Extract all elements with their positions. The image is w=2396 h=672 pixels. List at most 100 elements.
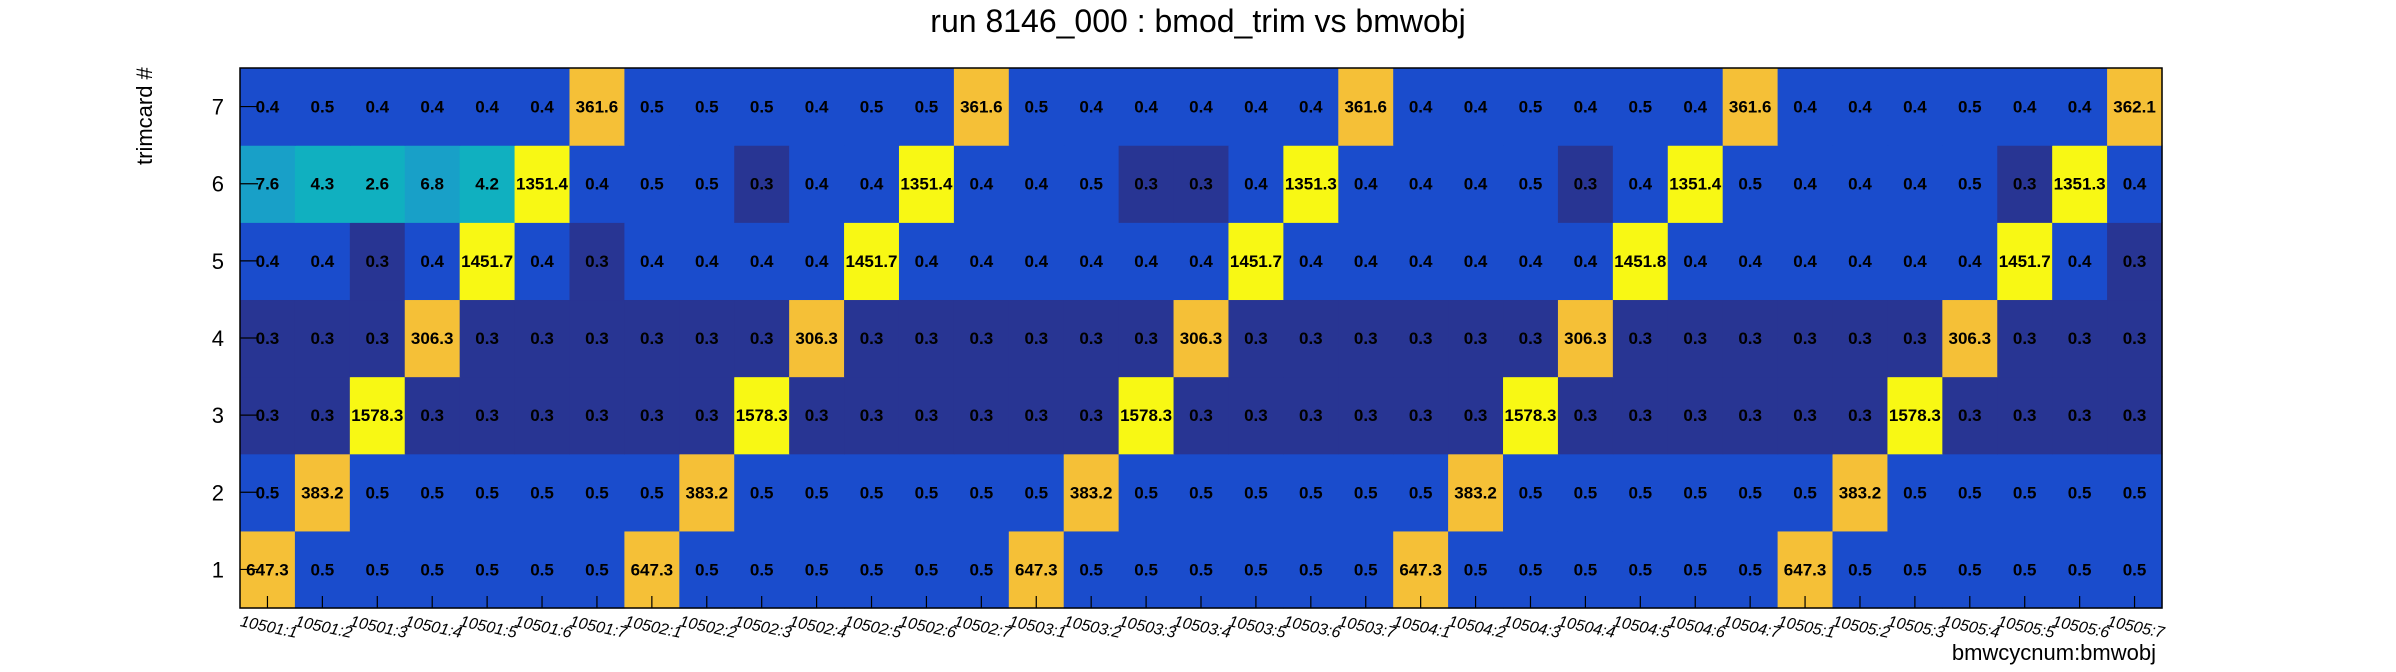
heatmap-cell (1283, 68, 1339, 146)
cell-value-label: 0.3 (256, 406, 280, 425)
cell-value-label: 0.4 (1464, 252, 1488, 271)
cell-value-label: 0.5 (1574, 483, 1598, 502)
heatmap-cell (1722, 145, 1779, 223)
cell-value-label: 0.5 (970, 483, 994, 502)
heatmap-cell (789, 145, 845, 223)
heatmap-cell (1063, 530, 1120, 609)
x-axis-title: bmwcycnum:bmwobj (1952, 640, 2156, 665)
cell-value-label: 0.3 (1464, 406, 1488, 425)
chart-title: run 8146_000 : bmod_trim vs bmwobj (930, 3, 1465, 39)
heatmap-cell (679, 145, 735, 223)
cell-value-label: 0.3 (2068, 329, 2092, 348)
cell-value-label: 1451.8 (1614, 252, 1666, 271)
x-tick-label: 10504:4 (1557, 613, 1617, 642)
heatmap-cell (1283, 145, 1339, 223)
cell-value-label: 0.3 (1574, 175, 1598, 194)
heatmap-cell (2107, 68, 2163, 146)
heatmap-cell (459, 222, 516, 301)
x-tick-label: 10505:6 (2051, 613, 2111, 642)
x-tick-label: 10503:6 (1282, 613, 1342, 642)
cell-value-label: 0.3 (365, 252, 389, 271)
cell-value-label: 0.4 (1409, 252, 1433, 271)
cell-value-label: 0.3 (1299, 329, 1323, 348)
cell-value-label: 0.5 (256, 483, 280, 502)
cell-value-label: 0.5 (1024, 483, 1048, 502)
x-tick-label: 10501:6 (513, 613, 573, 642)
heatmap-cell (569, 376, 625, 455)
cell-value-label: 1578.3 (1889, 406, 1941, 425)
heatmap-cell (2107, 145, 2163, 223)
cell-value-label: 0.5 (1738, 483, 1762, 502)
heatmap-cell (459, 376, 516, 455)
heatmap-cell (514, 299, 571, 378)
heatmap-cell (898, 530, 955, 609)
cell-value-label: 1578.3 (736, 406, 788, 425)
heatmap-cell (404, 222, 461, 301)
cell-value-label: 0.4 (1903, 175, 1927, 194)
cell-value-label: 0.3 (860, 329, 884, 348)
heatmap-cell (1832, 530, 1889, 609)
heatmap-cells (240, 68, 2163, 609)
heatmap-cell (1612, 145, 1669, 223)
cell-value-label: 0.5 (750, 560, 774, 579)
heatmap-cell (844, 376, 900, 455)
heatmap-cell (898, 453, 955, 532)
cell-value-label: 0.4 (1683, 98, 1707, 117)
x-tick-label: 10501:3 (348, 613, 408, 642)
heatmap-cell (1557, 530, 1614, 609)
cell-value-label: 0.5 (750, 483, 774, 502)
heatmap-cell (1228, 453, 1284, 532)
cell-value-label: 1578.3 (351, 406, 403, 425)
cell-value-label: 0.5 (475, 560, 499, 579)
heatmap-cell (294, 222, 351, 301)
heatmap-cell (624, 530, 680, 609)
cell-value-label: 0.4 (1683, 252, 1707, 271)
heatmap-cell (1063, 376, 1120, 455)
cell-value-label: 383.2 (1070, 483, 1113, 502)
heatmap-cell (844, 222, 900, 301)
heatmap-cell (2107, 530, 2163, 609)
heatmap-cell (1832, 222, 1889, 301)
heatmap-cell (1118, 530, 1175, 609)
heatmap-cell (294, 530, 351, 609)
cell-value-label: 0.5 (1244, 560, 1268, 579)
heatmap-cell (1503, 376, 1559, 455)
heatmap-cell (1338, 222, 1394, 301)
heatmap-cell (459, 453, 516, 532)
heatmap-cell (569, 145, 625, 223)
cell-value-label: 0.4 (1958, 252, 1982, 271)
cell-value-label: 0.3 (915, 406, 939, 425)
cell-value-label: 0.3 (750, 329, 774, 348)
cell-value-label: 0.5 (1958, 98, 1982, 117)
heatmap-cell (734, 299, 790, 378)
cell-value-label: 1351.4 (1669, 175, 1722, 194)
x-tick-label: 10505:5 (1996, 613, 2056, 642)
heatmap-cell (679, 299, 735, 378)
cell-value-label: 0.3 (1519, 329, 1543, 348)
heatmap-cell (1393, 376, 1449, 455)
x-tick-label: 10505:1 (1776, 613, 1836, 642)
cell-value-label: 7.6 (256, 175, 280, 194)
cell-value-label: 4.2 (475, 175, 499, 194)
cell-value-label: 0.5 (420, 483, 444, 502)
cell-value-label: 0.3 (2013, 406, 2037, 425)
cell-value-label: 0.4 (1134, 98, 1158, 117)
heatmap-cell (679, 530, 735, 609)
heatmap-cell (1118, 68, 1175, 146)
heatmap-cell (514, 453, 571, 532)
heatmap-cell (1777, 376, 1834, 455)
cell-value-label: 0.5 (640, 483, 664, 502)
cell-value-label: 0.3 (2123, 252, 2147, 271)
heatmap-cell (1832, 299, 1889, 378)
heatmap-cell (2107, 222, 2163, 301)
heatmap-cell (1118, 453, 1175, 532)
heatmap-cell (844, 453, 900, 532)
cell-value-label: 0.5 (365, 483, 389, 502)
heatmap-cell (898, 222, 955, 301)
heatmap-cell (1228, 145, 1284, 223)
y-tick-label: 5 (212, 249, 224, 274)
cell-value-label: 0.3 (1683, 406, 1707, 425)
cell-value-label: 0.5 (1628, 483, 1652, 502)
heatmap-cell (1667, 299, 1724, 378)
heatmap-cell (1448, 530, 1504, 609)
